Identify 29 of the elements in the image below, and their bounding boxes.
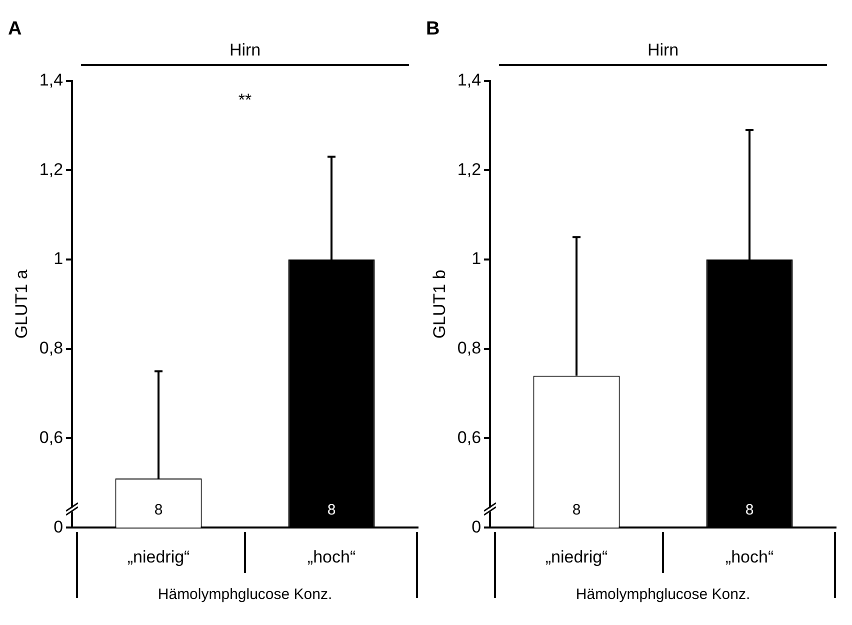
annotation: 8 xyxy=(154,502,163,519)
y-tick-label: 0 xyxy=(54,517,64,536)
x-axis-title: Hämolymphglucose Konz. xyxy=(158,586,332,604)
y-tick-label: 1,2 xyxy=(39,160,64,179)
chart-title: A xyxy=(8,18,22,40)
y-tick-label: 0,6 xyxy=(457,428,482,447)
y-tick-label: 1,4 xyxy=(39,70,64,90)
y-tick-label: 1,4 xyxy=(457,70,482,90)
text: Hirn xyxy=(229,40,261,60)
x-tick-label: „niedrig“ xyxy=(545,547,608,566)
x-tick-label: „niedrig“ xyxy=(127,547,190,566)
y-tick-label: 1 xyxy=(472,249,482,268)
y-tick-label: 1 xyxy=(54,249,64,268)
y-tick-label: 1,2 xyxy=(457,160,482,179)
y-tick-label: 0,8 xyxy=(39,338,64,358)
y-tick-label: 0,6 xyxy=(39,428,64,447)
annotation: 8 xyxy=(327,502,336,519)
x-tick-label: „hoch“ xyxy=(725,547,774,566)
x-tick-label: „hoch“ xyxy=(307,547,356,566)
x-axis-title: Hämolymphglucose Konz. xyxy=(576,586,750,604)
text: Hirn xyxy=(647,40,679,60)
y-tick-label: 0 xyxy=(472,517,482,536)
annotation: 8 xyxy=(572,502,581,519)
chart-title: B xyxy=(426,18,440,40)
y-axis-title: GLUT1 a xyxy=(12,269,31,339)
annotation: 8 xyxy=(745,502,754,519)
annotation: ** xyxy=(238,90,252,110)
y-tick-label: 0,8 xyxy=(457,338,482,358)
y-axis-title: GLUT1 b xyxy=(430,270,449,339)
